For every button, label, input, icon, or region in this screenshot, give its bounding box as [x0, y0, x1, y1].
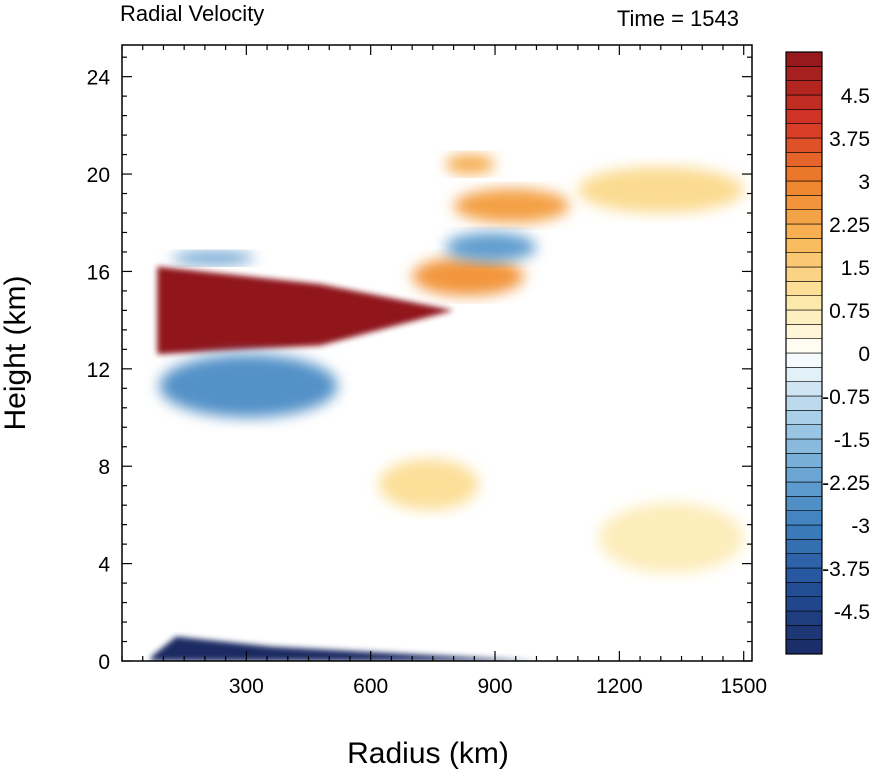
colorbar-segment — [785, 467, 823, 483]
colorbar-label: -2.25 — [822, 472, 870, 495]
x-tick-label: 1500 — [720, 675, 767, 698]
colorbar-label: 2.25 — [829, 214, 870, 237]
colorbar-label: 0.75 — [829, 300, 870, 323]
colorbar-segment — [785, 309, 823, 325]
feature-upper-outflow-core — [157, 266, 454, 355]
y-axis-label: Height (km) — [0, 275, 32, 430]
feature-upper-outflow-layer-3 — [445, 154, 496, 175]
colorbar-segment — [785, 281, 823, 296]
colorbar-segment — [785, 625, 823, 640]
colorbar-segment — [785, 553, 823, 569]
colorbar-segment — [785, 295, 823, 311]
colorbar-segment — [785, 137, 823, 153]
colorbar-label: 1.5 — [841, 257, 870, 280]
colorbar-label: 3 — [858, 171, 870, 194]
colorbar-segment — [785, 395, 823, 411]
colorbar-segment — [785, 438, 823, 454]
colorbar-segment — [785, 266, 823, 282]
colorbar-segment — [785, 539, 823, 554]
heatmap-field — [151, 154, 744, 661]
colorbar-segment — [785, 338, 823, 354]
colorbar-label: -0.75 — [822, 386, 870, 409]
colorbar-segment — [785, 610, 823, 626]
colorbar-segment — [785, 223, 823, 239]
colorbar-segment — [785, 567, 823, 583]
x-tick-label: 900 — [478, 675, 513, 698]
colorbar-label: -3 — [851, 515, 870, 538]
colorbar-segment — [785, 381, 823, 397]
y-axis-ticks: 0 4 8 12 16 20 24 — [87, 56, 752, 674]
colorbar-segment — [785, 453, 823, 468]
colorbar-segment — [785, 66, 823, 81]
colorbar-segment — [785, 324, 823, 339]
x-tick-label: 300 — [229, 675, 264, 698]
chart-title-right: Time = 1543 — [617, 6, 739, 31]
plot-frame — [121, 44, 753, 662]
y-tick-label: 4 — [98, 554, 110, 577]
feature-upper-outflow-layer-2 — [453, 188, 570, 223]
colorbar-segment — [785, 180, 823, 196]
feature-inflow-band-upper — [445, 232, 537, 262]
x-tick-label: 1200 — [596, 675, 643, 698]
feature-inflow-above-outflow — [171, 251, 255, 265]
y-tick-label: 0 — [98, 651, 110, 674]
colorbar-segment — [785, 639, 823, 655]
y-tick-label: 16 — [87, 261, 110, 284]
colorbar-segment — [785, 596, 823, 612]
colorbar-segment — [785, 51, 823, 67]
colorbar-label: -3.75 — [822, 558, 870, 581]
y-tick-label: 20 — [87, 164, 110, 187]
feature-boundary-layer-inflow — [151, 636, 537, 661]
colorbar-segment — [785, 152, 823, 167]
x-axis-ticks: 300 600 900 1200 1500 — [121, 45, 767, 698]
y-tick-label: 12 — [87, 359, 110, 382]
chart-title-left: Radial Velocity — [120, 1, 264, 26]
colorbar-segment — [785, 424, 823, 440]
y-tick-label: 24 — [87, 67, 111, 90]
feature-outer-outflow-lobe — [577, 166, 744, 213]
colorbar-segment — [785, 367, 823, 382]
colorbar-label: 0 — [858, 343, 870, 366]
feature-inflow-below-outflow — [159, 354, 338, 418]
colorbar-segment — [785, 510, 823, 526]
colorbar-segment — [785, 496, 823, 511]
x-tick-label: 600 — [353, 675, 388, 698]
colorbar-segment — [785, 524, 823, 540]
colorbar-segment — [785, 209, 823, 225]
colorbar-segment — [785, 238, 823, 253]
colorbar-label: 3.75 — [829, 128, 870, 151]
colorbar-segment — [785, 80, 823, 96]
colorbar-frame — [785, 51, 823, 655]
colorbar-label: 4.5 — [841, 85, 870, 108]
colorbar-segment — [785, 195, 823, 210]
x-axis-label: Radius (km) — [347, 737, 509, 770]
y-tick-label: 8 — [98, 456, 110, 479]
feature-mid-level-outflow — [378, 458, 479, 511]
colorbar-label: -1.5 — [834, 429, 870, 452]
colorbar-segment — [785, 123, 823, 139]
colorbar: 4.5 3.75 3 2.25 1.5 0.75 0 -0.75 -1.5 -2.25 -3 -3.7… — [785, 51, 870, 655]
colorbar-segment — [785, 166, 823, 182]
colorbar-segment — [785, 582, 823, 597]
colorbar-segment — [785, 109, 823, 124]
colorbar-segment — [785, 352, 823, 368]
colorbar-segment — [785, 252, 823, 268]
feature-outflow-tongue — [412, 256, 525, 296]
colorbar-segment — [785, 481, 823, 497]
feature-lower-outer-outflow — [598, 502, 744, 574]
colorbar-segment — [785, 94, 823, 110]
colorbar-segment — [785, 410, 823, 425]
colorbar-label: -4.5 — [834, 601, 870, 624]
